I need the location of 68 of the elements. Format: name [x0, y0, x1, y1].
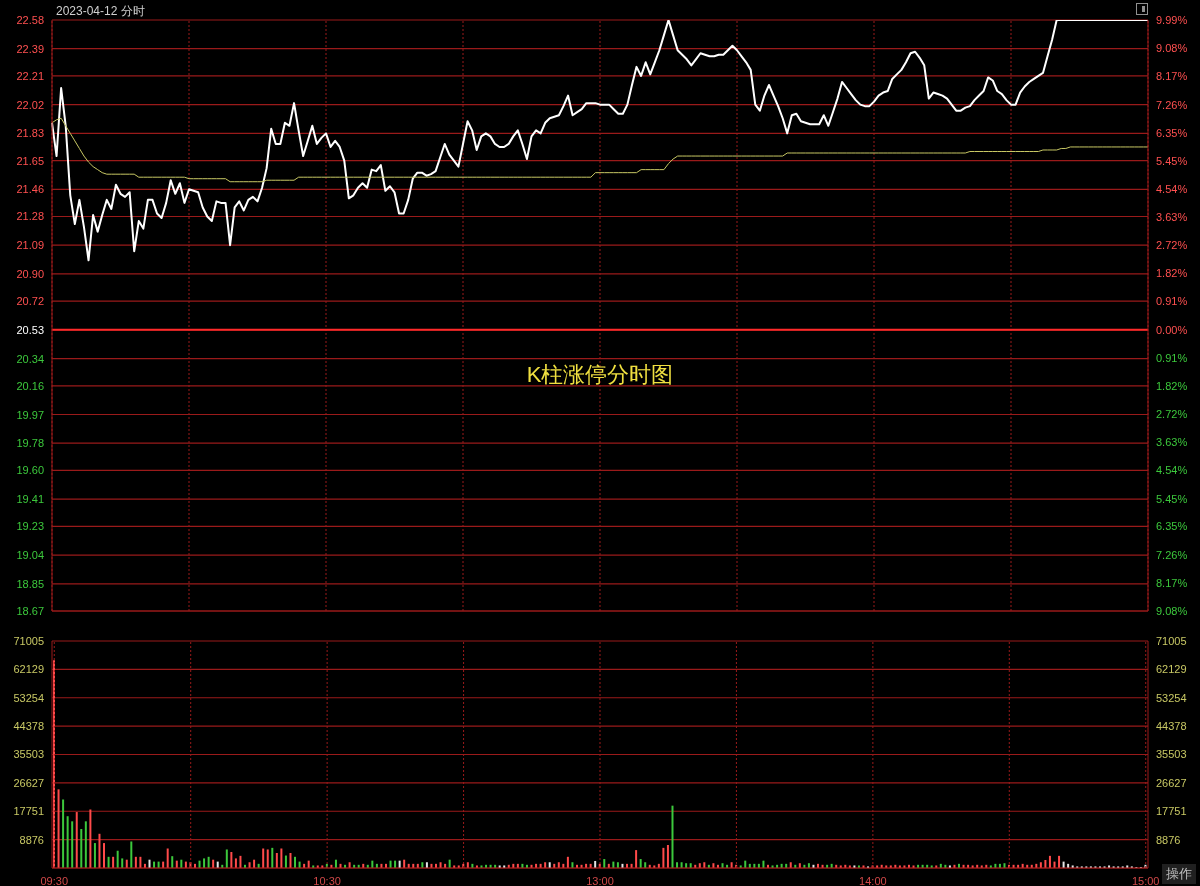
y2-tick-label: 71005	[1156, 635, 1187, 647]
y-tick-label: 20.53	[16, 323, 44, 336]
y-tick-label: 20.90	[16, 267, 44, 280]
y2-tick-label: 8.17%	[1156, 576, 1188, 589]
y2-tick-label: 4.54%	[1156, 182, 1188, 195]
y2-tick-label: 7.26%	[1156, 548, 1188, 561]
y-tick-label: 26627	[13, 776, 44, 789]
y-tick-label: 20.16	[16, 379, 44, 392]
y-tick-label: 53254	[13, 691, 44, 704]
y2-tick-label: 6.35%	[1156, 520, 1188, 533]
y-tick-label: 17751	[13, 805, 44, 818]
x-tick-label: 15:00	[1131, 875, 1160, 886]
chart-title: 2023-04-12 分时	[56, 3, 145, 20]
y-tick-label: 19.23	[16, 520, 44, 533]
y-tick-label: 19.04	[16, 549, 44, 562]
y-tick-label: 44378	[13, 720, 44, 733]
y-tick-label: 19.97	[16, 408, 44, 421]
y2-tick-label: 53254	[1156, 691, 1187, 704]
y-tick-label: 19.41	[16, 493, 44, 506]
y2-tick-label: 2.72%	[1156, 239, 1188, 252]
y-tick-label: 22.39	[16, 42, 44, 55]
y2-tick-label: 44378	[1156, 720, 1187, 733]
y-tick-label: 22.02	[16, 98, 44, 111]
y-tick-label: 18.85	[16, 577, 44, 590]
y2-tick-label: 0.00%	[1156, 323, 1188, 336]
y-tick-label: 62129	[13, 663, 44, 676]
y-tick-label: 20.72	[16, 295, 44, 308]
y-tick-label: 18.67	[16, 605, 44, 617]
y-tick-label: 21.65	[16, 154, 44, 167]
y2-tick-label: 5.45%	[1156, 492, 1188, 505]
y2-tick-label: 62129	[1156, 663, 1187, 676]
x-tick-label: 13:00	[586, 875, 614, 886]
y-tick-label: 22.21	[16, 69, 44, 82]
y-tick-label: 8876	[19, 833, 44, 846]
y2-tick-label: 6.35%	[1156, 126, 1188, 139]
y-tick-label: 21.83	[16, 127, 44, 140]
y2-tick-label: 0.91%	[1156, 351, 1188, 364]
y-tick-label: 20.34	[16, 352, 44, 365]
y-tick-label: 21.46	[16, 183, 44, 196]
y-tick-label: 21.09	[16, 239, 44, 252]
y2-tick-label: 3.63%	[1156, 436, 1188, 449]
y-tick-label: 35503	[13, 748, 44, 761]
annotation: K柱涨停分时图	[525, 361, 675, 389]
y2-tick-label: 7.26%	[1156, 98, 1188, 111]
y2-tick-label: 5.45%	[1156, 154, 1188, 167]
y2-tick-label: 4.54%	[1156, 464, 1188, 477]
y2-tick-label: 8.17%	[1156, 70, 1188, 83]
x-tick-label: 14:00	[859, 875, 887, 886]
y2-tick-label: 1.82%	[1156, 267, 1188, 280]
y2-tick-label: 0.91%	[1156, 295, 1188, 308]
y-tick-label: 19.60	[16, 464, 44, 477]
y-tick-label: 21.28	[16, 210, 44, 223]
y2-tick-label: 8876	[1156, 833, 1181, 846]
y2-tick-label: 2.72%	[1156, 407, 1188, 420]
y2-tick-label: 35503	[1156, 748, 1187, 761]
y-tick-label: 22.58	[16, 14, 44, 26]
y2-tick-label: 9.08%	[1156, 605, 1188, 617]
y-tick-label: 19.78	[16, 437, 44, 450]
y2-tick-label: 3.63%	[1156, 211, 1188, 224]
x-tick-label: 10:30	[313, 875, 341, 886]
y2-tick-label: 26627	[1156, 776, 1187, 789]
text: 操作	[1162, 864, 1196, 884]
y-tick-label: 71005	[13, 635, 44, 647]
y2-tick-label: 17751	[1156, 805, 1187, 818]
x-tick-label: 09:30	[40, 875, 69, 886]
y2-tick-label: 1.82%	[1156, 380, 1188, 392]
y2-tick-label: 9.99%	[1156, 14, 1188, 26]
y2-tick-label: 9.08%	[1156, 42, 1188, 55]
